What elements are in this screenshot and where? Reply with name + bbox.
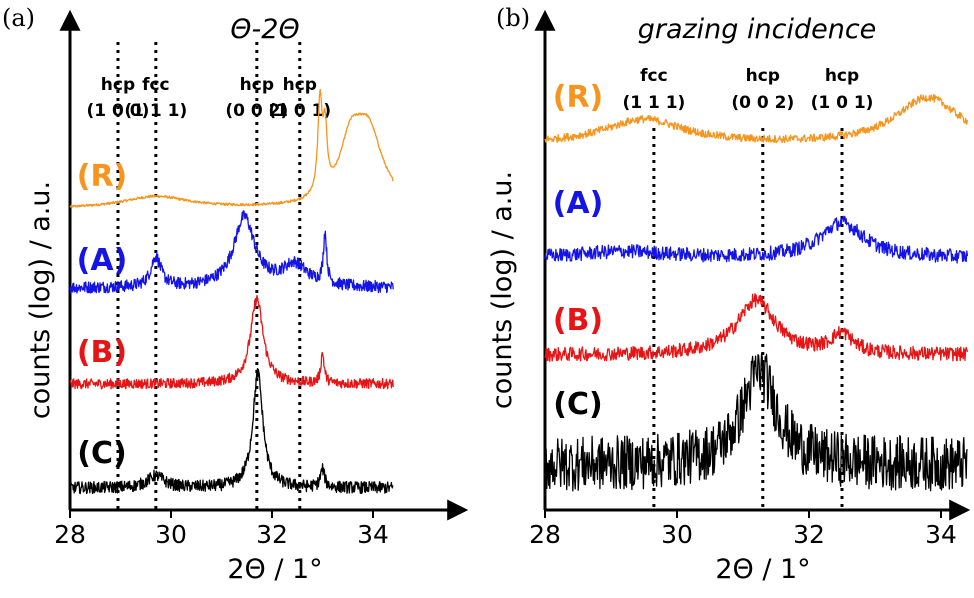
series-line	[544, 293, 969, 362]
reference-miller-label: (1 0 1)	[268, 101, 331, 121]
reference-miller-label: (0 0 2)	[731, 93, 794, 113]
series-line	[544, 353, 968, 492]
panel-b-series-labels: (R) (A) (B) (C)	[553, 80, 604, 422]
reference-phase-label: fcc	[640, 66, 668, 86]
x-tick-label: 30	[155, 520, 187, 549]
reference-phase-label: hcp	[101, 75, 135, 95]
series-name-label: (C)	[553, 387, 602, 422]
x-tick-label: 34	[925, 520, 957, 549]
series-name-label: (R)	[77, 159, 128, 194]
x-tick-label: 34	[357, 520, 389, 549]
reference-miller-label: (1 0 1)	[811, 93, 874, 113]
series-line	[544, 215, 969, 264]
reference-miller-label: (0 0 2)	[225, 101, 288, 121]
reference-phase-label: hcp	[746, 66, 780, 86]
panel-a: (a) Θ-2Θ counts (log) / a.u. 2Θ / 1° 28 3…	[2, 4, 469, 585]
panel-a-series-labels: (R) (A) (B) (C)	[77, 159, 128, 471]
panel-b: (b) grazing incidence counts (log) / a.u…	[487, 4, 971, 585]
reference-miller-label: (1 1 1)	[124, 101, 187, 121]
panel-a-label: (a)	[2, 4, 35, 32]
reference-miller-label: (1 0 0)	[87, 101, 150, 121]
reference-phase-label: hcp	[825, 66, 859, 86]
x-tick-label: 32	[793, 520, 825, 549]
panel-a-x-label: 2Θ / 1°	[227, 554, 322, 585]
series-name-label: (R)	[553, 80, 604, 115]
panel-b-reference-lines: fcc (1 1 1) hcp (0 0 2) hcp (1 0 1)	[622, 66, 873, 510]
panel-b-title: grazing incidence	[638, 14, 877, 45]
panel-a-ticks: 28 30 32 34	[54, 510, 389, 549]
series-name-label: (A)	[77, 243, 128, 278]
panel-b-x-label: 2Θ / 1°	[715, 554, 810, 585]
series-line	[69, 88, 394, 208]
panel-b-label: (b)	[496, 4, 530, 32]
x-tick-label: 28	[54, 520, 86, 549]
series-name-label: (B)	[553, 303, 603, 338]
panel-a-title: Θ-2Θ	[230, 14, 299, 45]
series-line	[544, 93, 969, 144]
x-tick-label: 28	[529, 520, 561, 549]
series-name-label: (B)	[77, 335, 127, 370]
panel-b-y-label: counts (log) / a.u.	[487, 171, 518, 409]
x-tick-label: 32	[256, 520, 288, 549]
series-line	[69, 210, 394, 294]
reference-phase-label: hcp	[283, 75, 317, 95]
series-name-label: (A)	[553, 186, 604, 221]
panel-a-series	[69, 88, 394, 495]
series-line	[69, 294, 394, 390]
panel-a-reference-lines: hcp (1 0 0) fcc (1 1 1) hcp (0 0 2) hcp (1 0 1)	[87, 42, 331, 510]
panel-b-ticks: 28 30 32 34	[529, 510, 957, 549]
reference-miller-label: (1 1 1)	[622, 93, 685, 113]
reference-phase-label: hcp	[240, 75, 274, 95]
x-tick-label: 30	[661, 520, 693, 549]
series-name-label: (C)	[77, 436, 126, 471]
panel-b-series	[544, 93, 969, 492]
series-line	[69, 367, 394, 495]
reference-phase-label: fcc	[142, 75, 170, 95]
panel-a-y-label: counts (log) / a.u.	[25, 181, 56, 419]
